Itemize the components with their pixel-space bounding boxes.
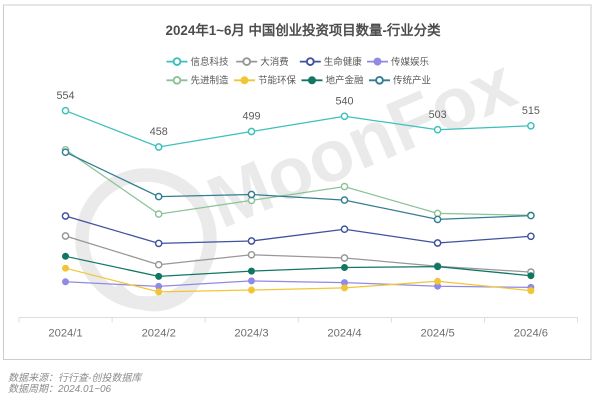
svg-text:生命健康: 生命健康 [324, 56, 363, 68]
svg-text:499: 499 [242, 111, 260, 123]
svg-text:传媒娱乐: 传媒娱乐 [391, 56, 430, 68]
svg-text:地产金融: 地产金融 [326, 75, 365, 87]
svg-text:458: 458 [150, 126, 168, 138]
svg-text:2024/2: 2024/2 [142, 327, 176, 339]
svg-text:503: 503 [429, 109, 447, 121]
svg-text:信息科技: 信息科技 [191, 56, 230, 68]
svg-text:2024/6: 2024/6 [514, 327, 548, 339]
svg-text:大消费: 大消费 [260, 56, 289, 68]
svg-text:554: 554 [56, 90, 74, 102]
svg-text:2024/3: 2024/3 [234, 327, 268, 339]
svg-text:数据周期：2024.01~06: 数据周期：2024.01~06 [8, 383, 112, 395]
svg-text:传统产业: 传统产业 [393, 75, 431, 87]
svg-text:515: 515 [522, 105, 540, 117]
svg-text:2024/1: 2024/1 [48, 327, 82, 339]
svg-text:数据来源：行行查-创投数据库: 数据来源：行行查-创投数据库 [8, 372, 143, 384]
svg-text:2024/4: 2024/4 [327, 327, 361, 339]
svg-text:2024/5: 2024/5 [420, 327, 454, 339]
svg-text:先进制造: 先进制造 [191, 75, 230, 87]
svg-text:540: 540 [335, 96, 353, 108]
svg-text:节能环保: 节能环保 [258, 75, 297, 87]
svg-text:2024年1~6月 中国创业投资项目数量-行业分类: 2024年1~6月 中国创业投资项目数量-行业分类 [166, 22, 442, 38]
